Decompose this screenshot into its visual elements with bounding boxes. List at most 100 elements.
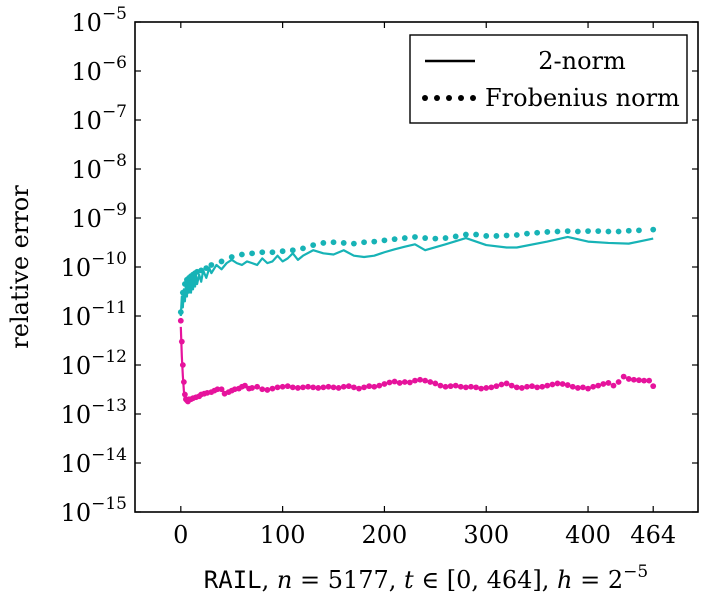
data-point bbox=[371, 238, 378, 245]
legend-label-2norm: 2-norm bbox=[538, 47, 626, 75]
x-tick-label: 100 bbox=[260, 521, 306, 549]
data-point bbox=[544, 229, 551, 235]
data-point bbox=[518, 385, 525, 391]
data-point bbox=[300, 384, 306, 391]
data-point bbox=[330, 384, 337, 391]
y-tick-label: 10−11 bbox=[61, 298, 127, 331]
data-point bbox=[289, 247, 296, 254]
data-point bbox=[452, 233, 459, 240]
x-tick-label: 464 bbox=[630, 521, 676, 549]
data-point bbox=[361, 384, 367, 391]
data-point bbox=[198, 267, 205, 274]
data-point bbox=[473, 231, 479, 238]
data-point bbox=[340, 383, 347, 390]
data-point bbox=[580, 384, 586, 391]
data-point bbox=[228, 254, 235, 260]
data-point bbox=[180, 379, 187, 385]
y-tick-label: 10−5 bbox=[71, 4, 127, 37]
data-point bbox=[625, 227, 632, 234]
data-point bbox=[452, 382, 459, 389]
data-point bbox=[381, 381, 388, 387]
data-point bbox=[437, 382, 444, 389]
y-tick-label: 10−8 bbox=[71, 151, 127, 184]
x-tick-label: 400 bbox=[565, 521, 611, 549]
legend-dotted-swatch bbox=[422, 95, 476, 101]
data-point bbox=[401, 379, 408, 385]
data-point bbox=[269, 249, 276, 256]
data-point bbox=[508, 382, 515, 389]
data-point bbox=[610, 382, 617, 389]
data-point bbox=[177, 317, 184, 324]
data-point bbox=[218, 386, 225, 393]
data-point bbox=[325, 383, 332, 390]
data-point bbox=[569, 383, 576, 390]
data-point bbox=[549, 381, 556, 388]
data-point bbox=[422, 377, 429, 384]
data-point bbox=[483, 385, 490, 391]
series-0-solid bbox=[179, 235, 654, 317]
data-point bbox=[636, 227, 642, 234]
data-point bbox=[564, 382, 571, 388]
data-point bbox=[305, 383, 311, 390]
data-point bbox=[412, 377, 418, 384]
data-point bbox=[181, 391, 188, 398]
data-point bbox=[361, 239, 367, 246]
data-point bbox=[544, 382, 551, 389]
data-point bbox=[242, 382, 248, 389]
data-point bbox=[595, 228, 602, 235]
data-point bbox=[386, 379, 393, 386]
y-tick-label: 10−6 bbox=[71, 53, 127, 86]
data-point bbox=[356, 385, 362, 392]
data-point bbox=[442, 235, 449, 241]
data-point bbox=[590, 383, 597, 390]
data-point bbox=[396, 380, 403, 386]
data-point bbox=[239, 251, 245, 258]
data-point bbox=[650, 226, 657, 233]
data-point bbox=[620, 373, 627, 380]
data-point bbox=[259, 249, 266, 256]
data-point bbox=[488, 384, 495, 391]
data-point bbox=[345, 383, 352, 390]
data-point bbox=[203, 265, 210, 271]
data-point bbox=[529, 383, 535, 390]
data-point bbox=[335, 385, 342, 391]
data-point bbox=[422, 235, 429, 241]
data-point bbox=[615, 379, 622, 385]
data-point bbox=[249, 385, 255, 391]
x-tick-label: 300 bbox=[463, 521, 509, 549]
y-tick-label: 10−10 bbox=[61, 249, 127, 282]
data-point bbox=[615, 228, 622, 235]
data-point bbox=[564, 228, 571, 235]
data-point bbox=[249, 250, 255, 257]
data-point bbox=[457, 383, 464, 390]
data-point bbox=[625, 376, 632, 382]
legend-label-frobenius: Frobenius norm bbox=[485, 84, 680, 112]
data-point bbox=[432, 380, 439, 387]
data-point bbox=[574, 385, 581, 391]
data-point bbox=[600, 381, 607, 387]
data-point bbox=[269, 385, 276, 392]
data-point bbox=[498, 381, 505, 388]
series-line bbox=[179, 235, 654, 317]
data-point bbox=[294, 385, 301, 391]
data-point bbox=[468, 383, 474, 390]
data-point bbox=[574, 228, 581, 235]
data-point bbox=[340, 240, 347, 246]
data-point bbox=[350, 240, 357, 247]
y-tick-label: 10−12 bbox=[61, 347, 127, 380]
y-tick-label: 10−7 bbox=[71, 102, 127, 135]
data-point bbox=[366, 383, 373, 390]
data-point bbox=[513, 384, 520, 391]
data-point bbox=[442, 383, 449, 390]
data-point bbox=[289, 384, 296, 391]
data-point bbox=[462, 231, 469, 238]
data-point bbox=[279, 383, 286, 390]
data-point bbox=[534, 229, 541, 236]
data-point bbox=[300, 245, 306, 252]
series-layer bbox=[177, 226, 657, 405]
data-point bbox=[650, 383, 657, 390]
data-point bbox=[605, 228, 612, 235]
data-point bbox=[310, 384, 317, 391]
x-tick-label: 200 bbox=[362, 521, 408, 549]
data-point bbox=[315, 385, 322, 391]
